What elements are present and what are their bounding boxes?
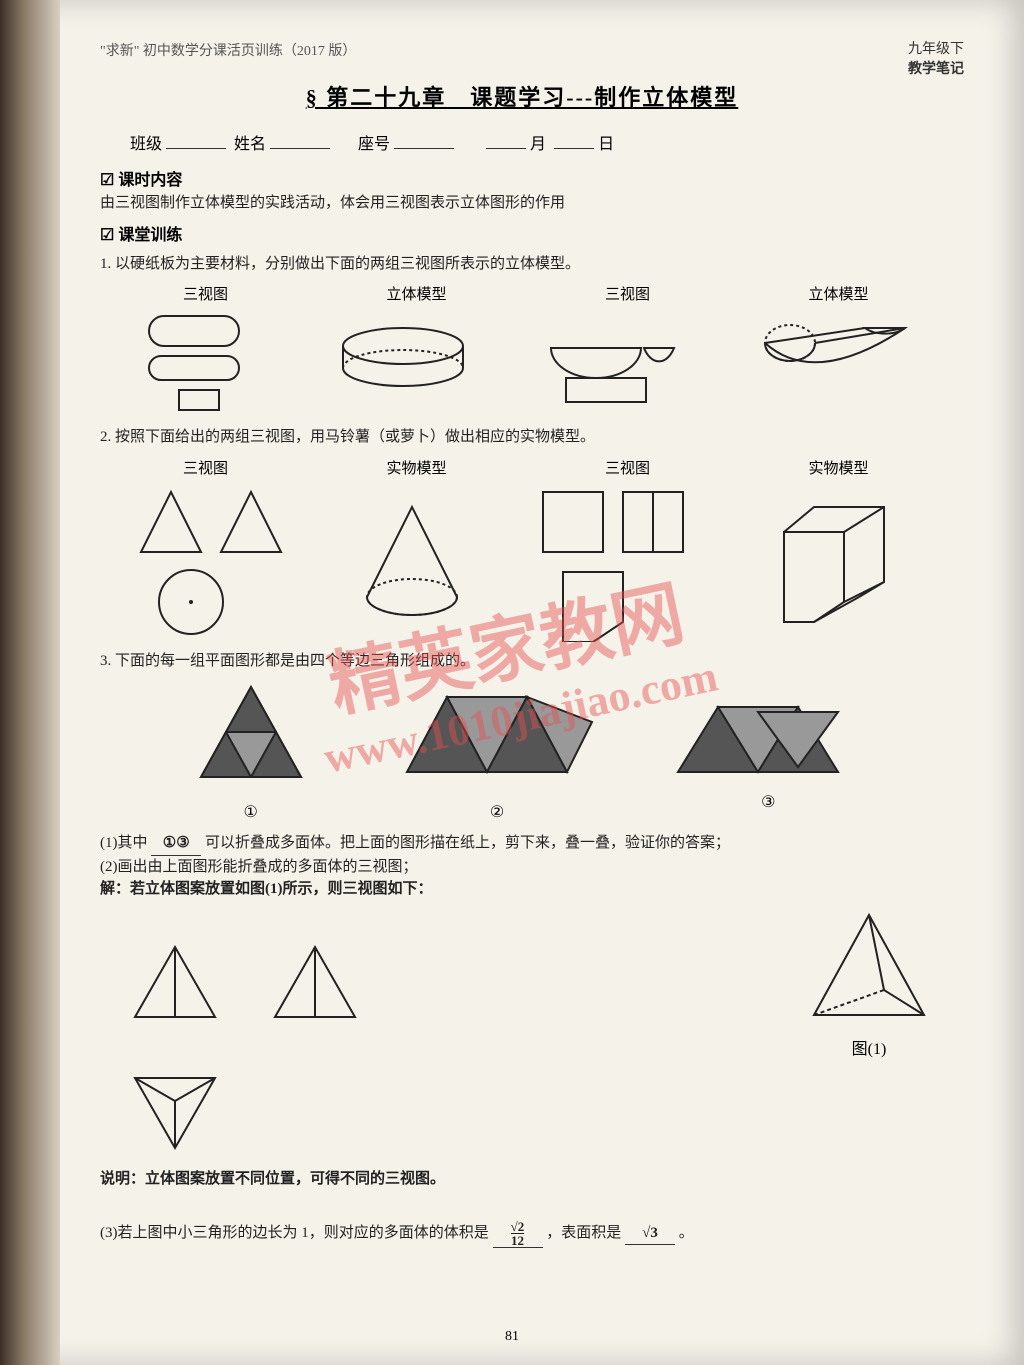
q2-col-0: 三视图: [100, 457, 311, 478]
q3-p3-suffix: 。: [679, 1225, 694, 1241]
q1-threeview-2: [536, 313, 686, 413]
worksheet-page: "求新" 初中数学分课活页训练（2017 版） 九年级下 教学笔记 § 第二十九…: [0, 0, 1024, 1365]
q2-solid-1: [352, 497, 472, 627]
q2-threeview-1: [131, 482, 291, 642]
q3-part1: (1)其中 ①③ 可以折叠成多面体。把上面的图形描在纸上，剪下来，叠一叠，验证你…: [100, 832, 944, 856]
q2-solid-2: [764, 492, 914, 632]
grade-label: 九年级下: [908, 42, 964, 57]
q3-label-1: ①: [176, 802, 326, 822]
q2-col-labels: 三视图 实物模型 三视图 实物模型: [100, 457, 944, 478]
q3-p3-mid: ，表面积是: [546, 1225, 621, 1241]
q3-p3-prefix: (3)若上图中小三角形的边长为 1，则对应的多面体的体积是: [100, 1225, 489, 1241]
q3-note: 说明：立体图案放置不同位置，可得不同的三视图。: [100, 1168, 944, 1191]
day-blank: [554, 132, 594, 149]
q3-tetrahedron: [794, 905, 944, 1035]
content-text: 由三视图制作立体模型的实践活动，体会用三视图表示立体图形的作用: [100, 192, 944, 215]
book-binding: [0, 0, 60, 1365]
q1-figures: [100, 308, 944, 418]
name-blank: [270, 132, 330, 149]
q3-p3-ans2: √3: [625, 1222, 675, 1246]
q1-text: 1. 以硬纸板为主要材料，分别做出下面的两组三视图所表示的立体模型。: [100, 253, 944, 276]
content-section-label: 课时内容: [100, 166, 944, 190]
chapter-title: § 第二十九章 课题学习---制作立体模型: [100, 80, 944, 112]
q1-solid-1: [328, 318, 478, 408]
class-label: 班级: [130, 136, 162, 153]
day-label: 日: [598, 136, 614, 153]
q2-col-3: 实物模型: [733, 457, 944, 478]
q3-view-side: [260, 937, 370, 1027]
q1-solid-2: [745, 318, 915, 408]
q3-view-top: [120, 1063, 230, 1158]
q3-solution-figures: 图(1): [120, 905, 944, 1059]
q3-label-2: ②: [397, 802, 597, 822]
q3-view-front: [120, 937, 230, 1027]
name-label: 姓名: [234, 136, 266, 153]
q3-p1-prefix: (1)其中: [100, 835, 148, 851]
header-right: 九年级下 教学笔记: [908, 40, 964, 79]
student-info-line: 班级 姓名 座号 月 日: [130, 130, 944, 154]
q2-text: 2. 按照下面给出的两组三视图，用马铃薯（或萝卜）做出相应的实物模型。: [100, 426, 944, 449]
q1-threeview-1: [129, 308, 269, 418]
q3-p1-suffix: 可以折叠成多面体。把上面的图形描在纸上，剪下来，叠一叠，验证你的答案；: [205, 835, 730, 851]
q3-p1-answer: ①③: [151, 832, 201, 856]
q3-part3: (3)若上图中小三角形的边长为 1，则对应的多面体的体积是 √2 12 ，表面积…: [100, 1220, 944, 1248]
q2-figures: [100, 482, 944, 642]
q1-col-2: 三视图: [522, 283, 733, 304]
q3-net-3-wrap: ③: [668, 692, 868, 812]
q1-col-3: 立体模型: [733, 283, 944, 304]
class-blank: [166, 132, 226, 149]
q3-label-3: ③: [668, 792, 868, 812]
header-left: "求新" 初中数学分课活页训练（2017 版）: [100, 40, 944, 60]
q2-threeview-2: [533, 482, 703, 642]
q3-net-2-wrap: ②: [397, 682, 597, 822]
q3-net-3: [668, 692, 868, 792]
q3-solution-label: 解：若立体图案放置如图(1)所示，则三视图如下：: [100, 878, 944, 901]
q3-text: 3. 下面的每一组平面图形都是由四个等边三角形组成的。: [100, 650, 944, 673]
q3-net-1: [176, 682, 326, 802]
q3-top-view-wrap: [120, 1063, 944, 1158]
q3-part2: (2)画出由上面图形能折叠成的多面体的三视图；: [100, 856, 944, 879]
q3-net-1-wrap: ①: [176, 682, 326, 822]
q2-col-2: 三视图: [522, 457, 733, 478]
month-blank: [486, 132, 526, 149]
seat-blank: [394, 132, 454, 149]
q3-net-2: [397, 682, 597, 802]
seat-label: 座号: [358, 136, 390, 153]
q1-col-0: 三视图: [100, 283, 311, 304]
q1-col-labels: 三视图 立体模型 三视图 立体模型: [100, 283, 944, 304]
q3-p3-ans1: √2 12: [493, 1220, 543, 1248]
page-number: 81: [505, 1329, 519, 1345]
q3-fig1-wrap: 图(1): [794, 905, 944, 1059]
q3-nets: ① ② ③: [140, 682, 904, 822]
q3-fig1-label: 图(1): [794, 1035, 944, 1059]
month-label: 月: [530, 136, 546, 153]
q1-col-1: 立体模型: [311, 283, 522, 304]
notes-label: 教学笔记: [908, 62, 964, 77]
practice-section-label: 课堂训练: [100, 221, 944, 245]
q2-col-1: 实物模型: [311, 457, 522, 478]
